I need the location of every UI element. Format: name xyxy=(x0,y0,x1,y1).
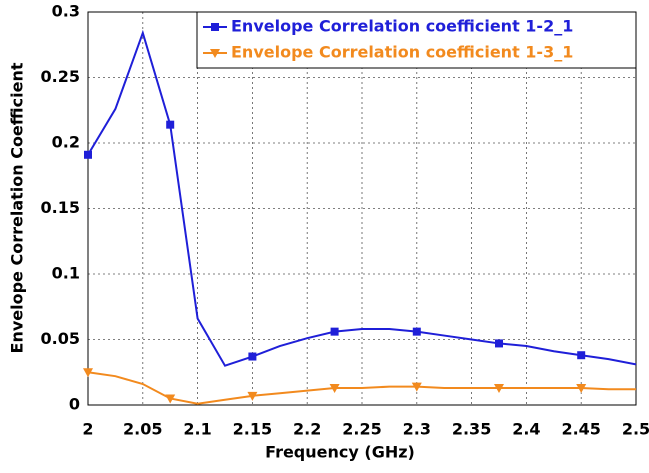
marker xyxy=(411,382,422,392)
series-line xyxy=(87,371,636,405)
y-axis-label: Envelope Correlation Coefficient xyxy=(8,62,27,353)
marker xyxy=(412,327,421,336)
y-tick-label: 0 xyxy=(69,395,80,414)
x-tick-label: 2.35 xyxy=(452,420,491,439)
marker xyxy=(494,383,504,393)
y-tick-label: 0.25 xyxy=(41,67,80,86)
marker xyxy=(165,394,176,404)
marker xyxy=(83,368,93,378)
legend-box xyxy=(196,11,637,69)
x-tick-label: 2.2 xyxy=(293,420,321,439)
legend-marker xyxy=(210,49,220,58)
marker xyxy=(495,339,503,348)
marker xyxy=(330,327,339,336)
series-line xyxy=(87,29,637,367)
x-tick-label: 2.1 xyxy=(183,420,211,439)
x-tick-label: 2.15 xyxy=(233,420,272,439)
legend-label: Envelope Correlation coefficient 1-3_1 xyxy=(231,43,573,62)
legend-marker xyxy=(211,23,219,31)
x-tick-label: 2.45 xyxy=(561,420,600,439)
marker xyxy=(166,120,175,129)
x-tick-label: 2.05 xyxy=(123,420,162,439)
x-tick-label: 2.5 xyxy=(622,420,649,439)
x-tick-label: 2.4 xyxy=(512,420,540,439)
x-tick-label: 2 xyxy=(82,420,93,439)
marker xyxy=(577,351,586,360)
y-tick-label: 0.05 xyxy=(41,329,80,348)
marker xyxy=(84,150,92,159)
y-tick-label: 0.1 xyxy=(52,264,80,283)
x-axis-label: Frequency (GHz) xyxy=(265,443,415,462)
y-tick-label: 0.15 xyxy=(41,198,80,217)
y-tick-label: 0.2 xyxy=(52,133,80,152)
x-tick-label: 2.3 xyxy=(403,420,431,439)
legend-label: Envelope Correlation coefficient 1-2_1 xyxy=(231,17,573,36)
marker xyxy=(576,383,587,393)
marker xyxy=(329,383,340,393)
y-tick-label: 0.3 xyxy=(52,2,80,21)
x-tick-label: 2.25 xyxy=(342,420,381,439)
marker xyxy=(247,391,258,401)
marker xyxy=(248,352,257,361)
